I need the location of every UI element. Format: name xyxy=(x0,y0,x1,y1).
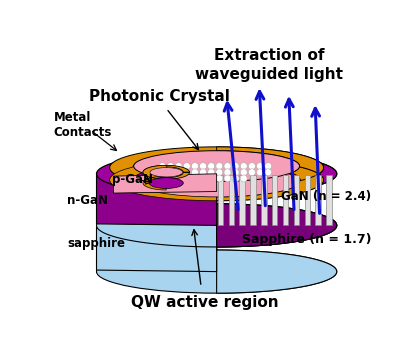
Ellipse shape xyxy=(110,159,324,201)
Ellipse shape xyxy=(134,151,300,182)
Circle shape xyxy=(192,163,198,170)
Bar xyxy=(326,175,332,225)
Text: Metal
Contacts: Metal Contacts xyxy=(54,111,112,139)
Circle shape xyxy=(265,163,272,170)
Circle shape xyxy=(208,163,215,170)
Circle shape xyxy=(224,163,231,170)
Polygon shape xyxy=(217,147,324,201)
Polygon shape xyxy=(217,152,337,247)
Circle shape xyxy=(265,169,272,176)
Circle shape xyxy=(232,163,239,170)
Text: p-GaN: p-GaN xyxy=(112,173,153,186)
Polygon shape xyxy=(217,204,337,247)
Circle shape xyxy=(159,169,166,176)
Circle shape xyxy=(175,169,182,176)
Circle shape xyxy=(183,175,190,182)
Circle shape xyxy=(256,169,264,176)
Text: Extraction of
waveguided light: Extraction of waveguided light xyxy=(195,48,343,82)
Circle shape xyxy=(167,169,174,176)
Polygon shape xyxy=(96,225,217,272)
Bar xyxy=(229,175,234,225)
Circle shape xyxy=(240,175,247,182)
Circle shape xyxy=(183,169,190,176)
Circle shape xyxy=(159,163,166,170)
Bar xyxy=(218,175,223,225)
Polygon shape xyxy=(114,174,217,193)
Text: sapphire: sapphire xyxy=(67,237,125,250)
Ellipse shape xyxy=(143,176,190,190)
Ellipse shape xyxy=(133,164,300,196)
Circle shape xyxy=(248,163,255,170)
Circle shape xyxy=(200,175,206,182)
Circle shape xyxy=(240,163,247,170)
Circle shape xyxy=(167,163,174,170)
Polygon shape xyxy=(217,151,300,197)
Text: n-GaN: n-GaN xyxy=(67,194,108,207)
Polygon shape xyxy=(110,147,324,189)
Circle shape xyxy=(200,163,206,170)
Ellipse shape xyxy=(96,152,337,195)
Circle shape xyxy=(208,175,215,182)
Circle shape xyxy=(183,163,190,170)
Circle shape xyxy=(248,169,255,176)
Text: QW active region: QW active region xyxy=(131,295,279,310)
Bar xyxy=(294,175,299,225)
Polygon shape xyxy=(150,168,182,177)
Circle shape xyxy=(232,169,239,176)
Circle shape xyxy=(224,175,231,182)
Circle shape xyxy=(208,169,215,176)
Ellipse shape xyxy=(149,178,183,189)
Circle shape xyxy=(240,169,247,176)
Polygon shape xyxy=(96,174,217,225)
Polygon shape xyxy=(143,165,166,190)
Ellipse shape xyxy=(96,250,337,293)
Circle shape xyxy=(224,169,231,176)
Bar xyxy=(240,175,245,225)
Bar xyxy=(261,175,267,225)
Circle shape xyxy=(256,163,264,170)
Circle shape xyxy=(192,169,198,176)
Circle shape xyxy=(216,163,223,170)
Text: Photonic Crystal: Photonic Crystal xyxy=(89,89,230,104)
Text: Sapphire (n = 1.7): Sapphire (n = 1.7) xyxy=(242,233,372,246)
Text: GaN (n = 2.4): GaN (n = 2.4) xyxy=(281,190,371,203)
Circle shape xyxy=(175,163,182,170)
Bar xyxy=(283,175,288,225)
Circle shape xyxy=(192,175,198,182)
Polygon shape xyxy=(217,204,337,293)
Bar xyxy=(250,175,256,225)
Circle shape xyxy=(232,175,239,182)
Circle shape xyxy=(216,169,223,176)
Bar xyxy=(316,175,321,225)
Ellipse shape xyxy=(134,166,300,197)
Circle shape xyxy=(216,175,223,182)
Bar xyxy=(304,175,310,225)
Circle shape xyxy=(200,169,206,176)
Polygon shape xyxy=(96,204,217,247)
Bar xyxy=(272,175,278,225)
Polygon shape xyxy=(143,165,190,179)
